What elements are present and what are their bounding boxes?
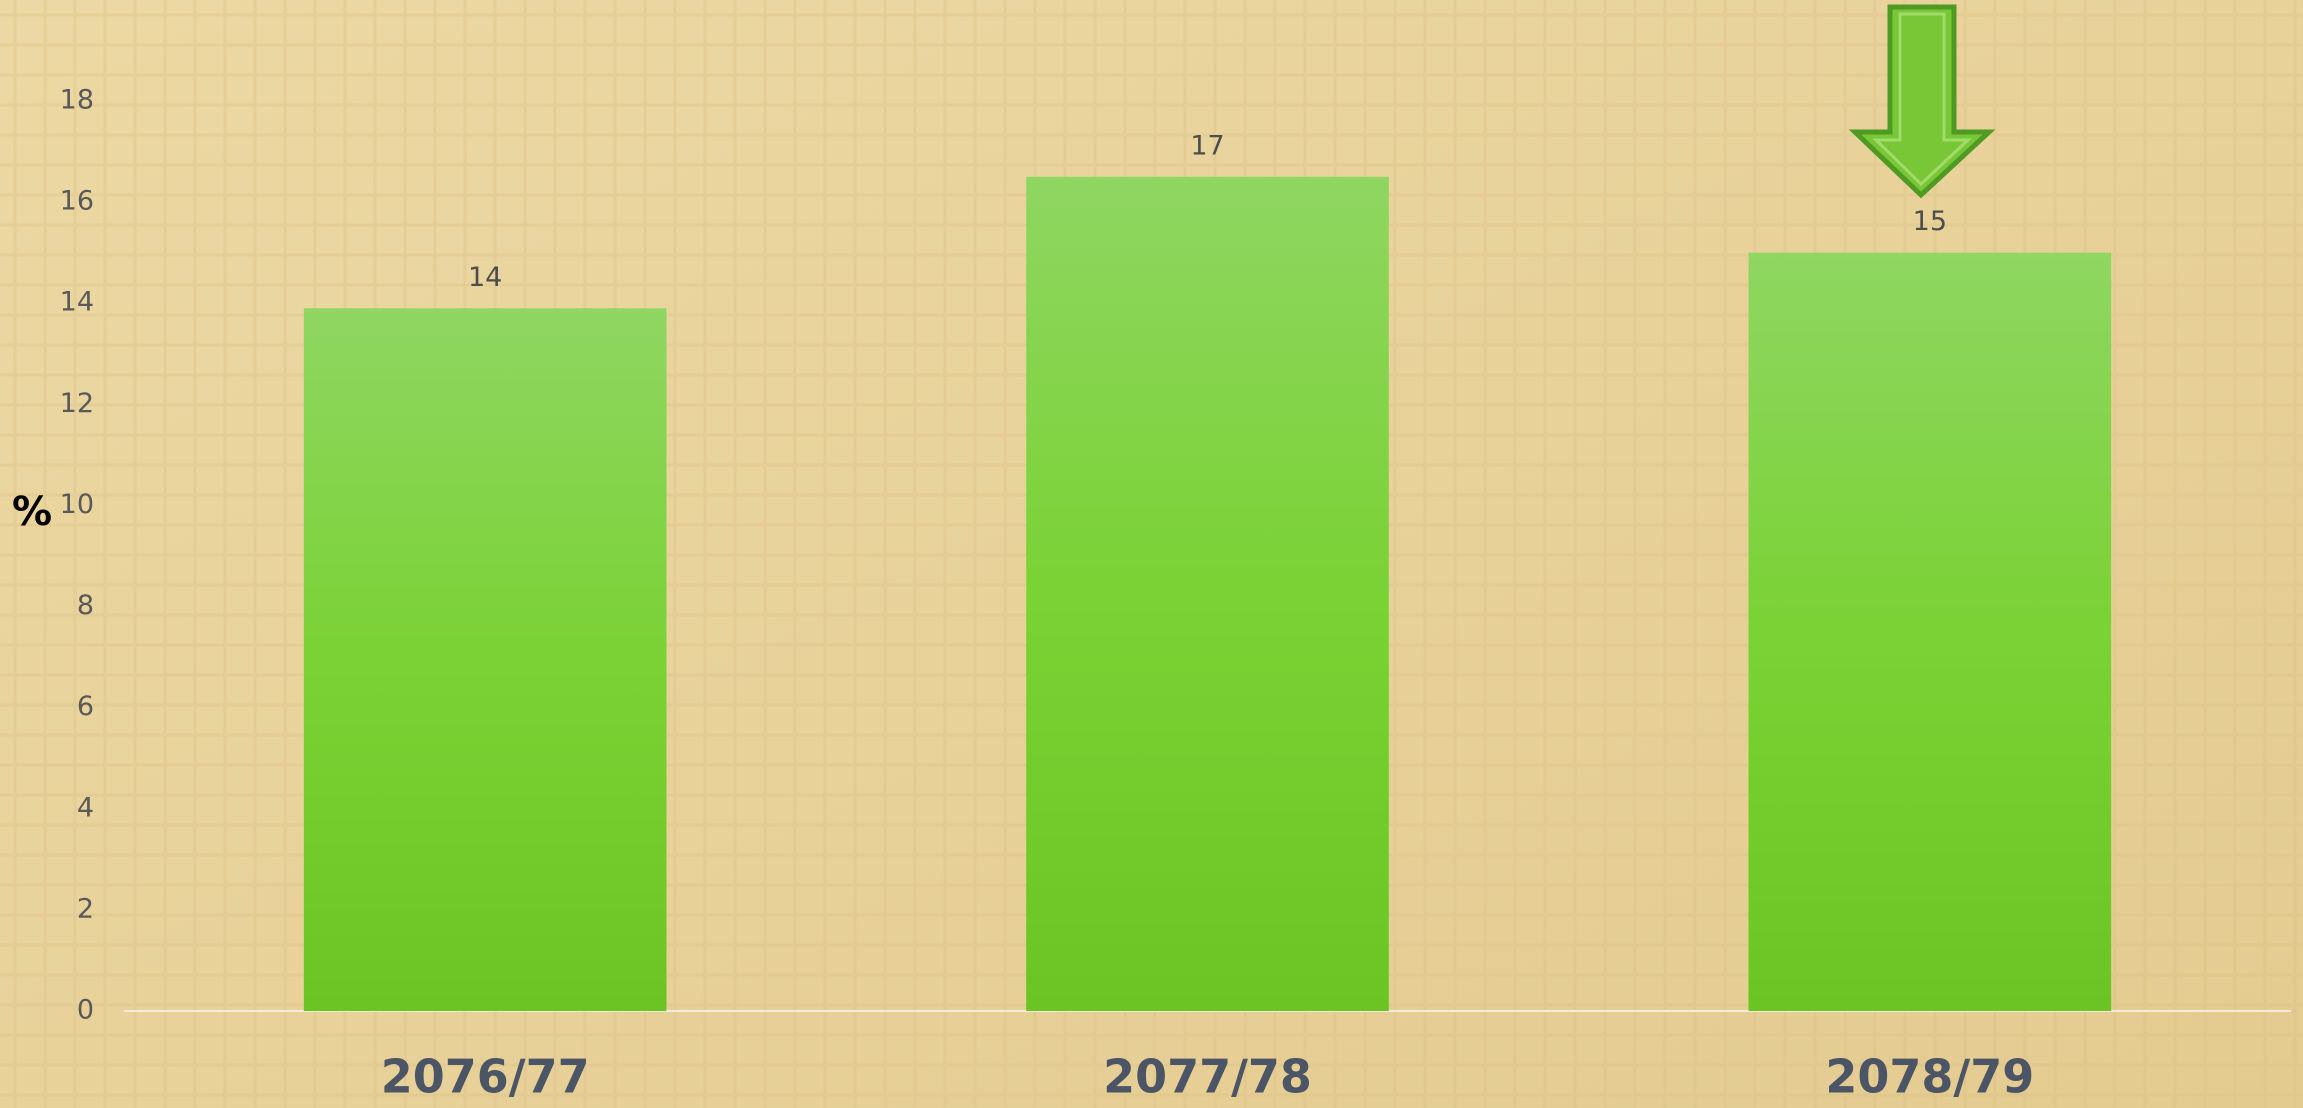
down-arrow: [1848, 4, 1996, 199]
x-tick-label: 2077/78: [1103, 1050, 1312, 1104]
bar: [1026, 176, 1389, 1012]
y-tick-label: 12: [60, 388, 94, 419]
x-tick-label: 2078/79: [1825, 1050, 2034, 1104]
value-label: 14: [468, 262, 502, 293]
y-tick-label: 10: [60, 489, 94, 520]
value-label: 15: [1913, 206, 1947, 237]
y-tick-label: 2: [77, 893, 94, 924]
value-label: 17: [1190, 130, 1224, 161]
x-tick-label: 2076/77: [381, 1050, 590, 1104]
y-tick-label: 16: [60, 186, 94, 217]
y-axis-label: %: [12, 489, 52, 535]
bar: [1748, 252, 2112, 1011]
bar: [303, 308, 667, 1011]
y-tick-label: 4: [77, 792, 94, 823]
y-tick-label: 14: [60, 287, 94, 318]
y-tick-label: 8: [77, 590, 94, 621]
y-tick-label: 6: [77, 691, 94, 722]
y-tick-label: 18: [60, 85, 94, 116]
down-arrow-inner: [1872, 12, 1972, 187]
y-tick-label: 0: [77, 995, 94, 1026]
